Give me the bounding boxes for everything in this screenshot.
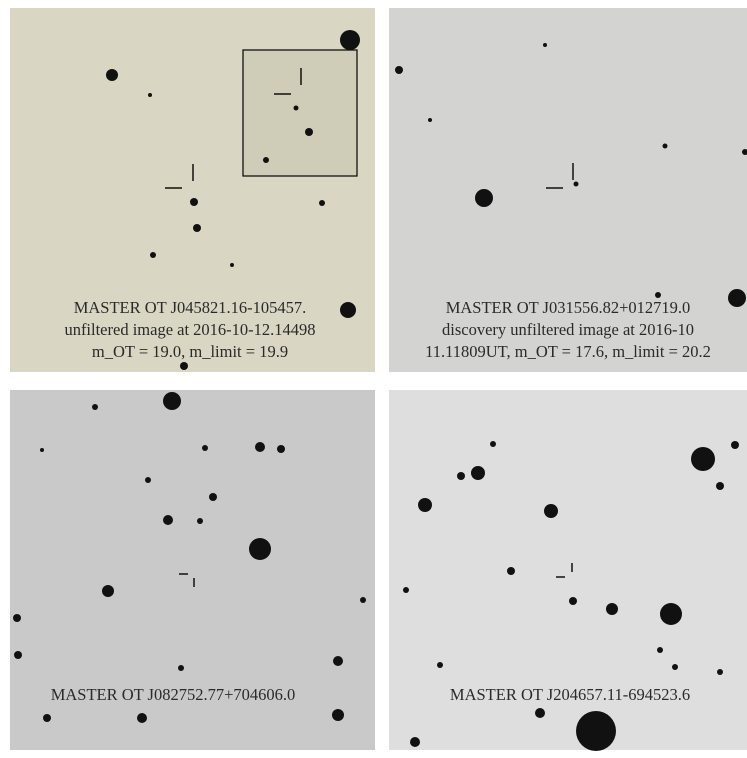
caption: MASTER OT J045821.16-105457. [74, 298, 307, 317]
star [475, 189, 493, 207]
star [150, 252, 156, 258]
star [319, 200, 325, 206]
star [457, 472, 465, 480]
star [40, 448, 44, 452]
star [92, 404, 98, 410]
caption: MASTER OT J031556.82+012719.0 [446, 298, 691, 317]
star [660, 603, 682, 625]
star [717, 669, 723, 675]
star [691, 447, 715, 471]
star [145, 477, 151, 483]
star [230, 263, 234, 267]
star [716, 482, 724, 490]
star [180, 362, 188, 370]
figure: MASTER OT J045821.16-105457. unfiltered i… [0, 0, 747, 758]
star [163, 392, 181, 410]
star [294, 106, 299, 111]
star [672, 664, 678, 670]
star [395, 66, 403, 74]
star [728, 289, 746, 307]
star [178, 665, 184, 671]
star [102, 585, 114, 597]
star [14, 651, 22, 659]
star [193, 224, 201, 232]
caption: MASTER OT J082752.77+704606.0 [51, 685, 296, 704]
caption: unfiltered image at 2016-10-12.14498 [64, 320, 315, 339]
star [544, 504, 558, 518]
star [13, 614, 21, 622]
star [437, 662, 443, 668]
star [428, 118, 432, 122]
star [606, 603, 618, 615]
star [333, 656, 343, 666]
star [471, 466, 485, 480]
star [340, 302, 356, 318]
star [255, 442, 265, 452]
caption: MASTER OT J204657.11-694523.6 [450, 685, 690, 704]
star [137, 713, 147, 723]
star [576, 711, 616, 751]
star [263, 157, 269, 163]
caption: 11.11809UT, m_OT = 17.6, m_limit = 20.2 [425, 342, 711, 361]
star [202, 445, 208, 451]
star [569, 597, 577, 605]
star [574, 182, 579, 187]
star [106, 69, 118, 81]
star [731, 441, 739, 449]
inset-box [243, 50, 357, 176]
star [535, 708, 545, 718]
star [277, 445, 285, 453]
star [543, 43, 547, 47]
star [197, 518, 203, 524]
star [340, 30, 360, 50]
caption: m_OT = 19.0, m_limit = 19.9 [92, 342, 288, 361]
star [148, 93, 152, 97]
star [490, 441, 496, 447]
star [410, 737, 420, 747]
star [163, 515, 173, 525]
star [507, 567, 515, 575]
star [332, 709, 344, 721]
star [360, 597, 366, 603]
panel-image [389, 8, 747, 372]
star [403, 587, 409, 593]
star [43, 714, 51, 722]
star [657, 647, 663, 653]
star [305, 128, 313, 136]
caption: discovery unfiltered image at 2016-10 [442, 320, 694, 339]
star [209, 493, 217, 501]
star [663, 144, 668, 149]
star [249, 538, 271, 560]
star [418, 498, 432, 512]
star [190, 198, 198, 206]
